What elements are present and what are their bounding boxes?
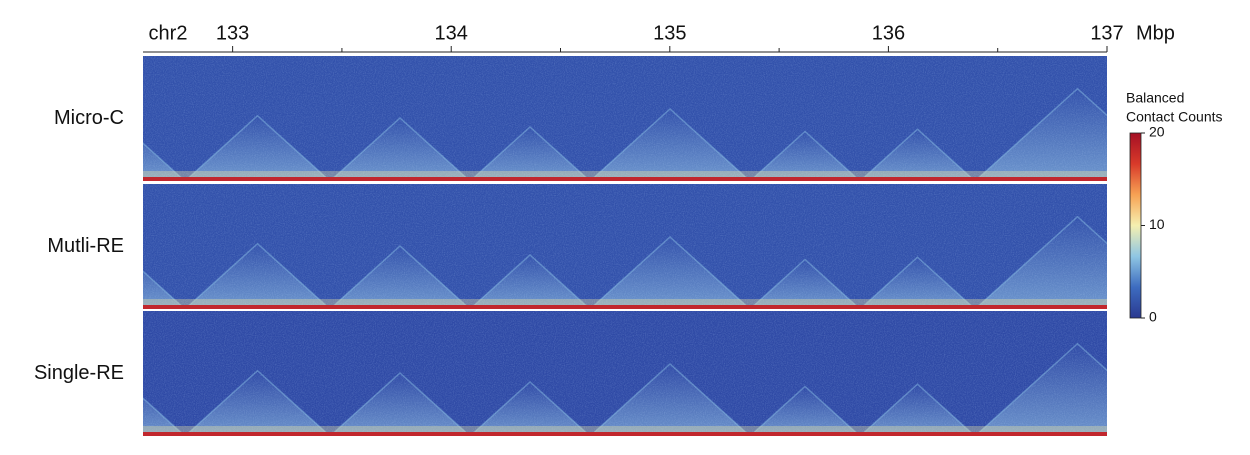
x-tick-label: 134: [435, 22, 468, 44]
heatmap-body: [143, 184, 1107, 309]
diagonal-glow: [143, 299, 1107, 305]
diagonal-glow: [143, 426, 1107, 432]
colorbar-tick-label: 20: [1149, 124, 1165, 140]
heatmap-panel: [143, 56, 1107, 181]
diagonal: [143, 432, 1107, 436]
diagonal-glow: [143, 171, 1107, 177]
colorbar-title: Balanced: [1126, 90, 1184, 106]
panel-label: Mutli-RE: [47, 235, 124, 257]
heatmap-body: [143, 56, 1107, 181]
panel-label: Single-RE: [34, 362, 124, 384]
heatmap-panel: [143, 184, 1107, 309]
colorbar: [1129, 132, 1142, 319]
noise-texture: [143, 56, 1107, 181]
heatmap-panel: [143, 311, 1107, 436]
colorbar-tick-label: 10: [1149, 216, 1165, 232]
x-tick-label: 136: [872, 22, 905, 44]
noise-texture: [143, 311, 1107, 436]
heatmap-body: [143, 311, 1107, 436]
diagonal: [143, 305, 1107, 309]
unit-label: Mbp: [1136, 22, 1175, 44]
x-tick-label: 135: [653, 22, 686, 44]
noise-texture: [143, 184, 1107, 309]
colorbar-tick-label: 0: [1149, 309, 1157, 325]
colorbar-title: Contact Counts: [1126, 109, 1223, 125]
panel-label: Micro-C: [54, 107, 124, 129]
chromosome-label: chr2: [149, 22, 188, 44]
x-tick-label: 137: [1090, 22, 1123, 44]
diagonal: [143, 177, 1107, 181]
x-tick-label: 133: [216, 22, 249, 44]
